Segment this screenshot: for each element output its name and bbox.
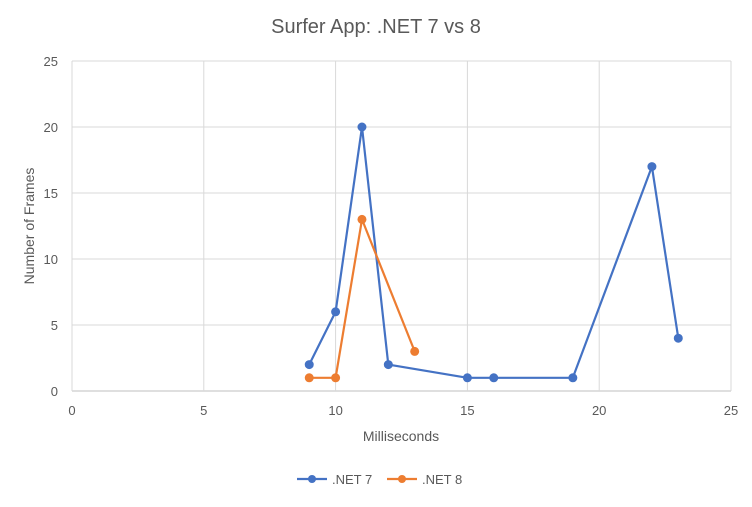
axis-layer: 0 5 10 15 20 25 0 5 10 15 20 25: [44, 54, 739, 418]
x-tick-label: 25: [724, 403, 738, 418]
legend-marker: [308, 475, 316, 483]
y-tick-label: 5: [51, 318, 58, 333]
data-point: [331, 307, 341, 317]
legend-marker: [398, 475, 406, 483]
y-tick-label: 25: [44, 54, 58, 69]
data-point: [357, 214, 367, 224]
legend-label: .NET 8: [422, 472, 462, 487]
y-tick-label: 0: [51, 384, 58, 399]
y-axis-label: Number of Frames: [21, 168, 37, 285]
data-point: [304, 373, 314, 383]
data-point: [304, 360, 314, 370]
grid-layer: [71, 60, 732, 392]
data-point: [331, 373, 341, 383]
data-point: [568, 373, 578, 383]
x-tick-label: 10: [328, 403, 342, 418]
data-point: [489, 373, 499, 383]
series-layer: [304, 122, 683, 383]
data-point: [462, 373, 472, 383]
data-point: [647, 162, 657, 172]
x-tick-label: 15: [460, 403, 474, 418]
x-tick-label: 20: [592, 403, 606, 418]
x-tick-label: 0: [68, 403, 75, 418]
legend-label: .NET 7: [332, 472, 372, 487]
x-axis-label: Milliseconds: [363, 428, 439, 444]
chart-title: Surfer App: .NET 7 vs 8: [271, 16, 481, 38]
series-line: [309, 218, 416, 379]
data-point: [673, 333, 683, 343]
data-point: [357, 122, 367, 132]
legend: .NET 7 .NET 8: [297, 472, 462, 487]
y-tick-label: 20: [44, 120, 58, 135]
series-line: [308, 125, 680, 379]
data-point: [383, 360, 393, 370]
y-tick-label: 15: [44, 186, 58, 201]
x-tick-label: 5: [200, 403, 207, 418]
y-tick-label: 10: [44, 252, 58, 267]
data-point: [410, 346, 420, 356]
